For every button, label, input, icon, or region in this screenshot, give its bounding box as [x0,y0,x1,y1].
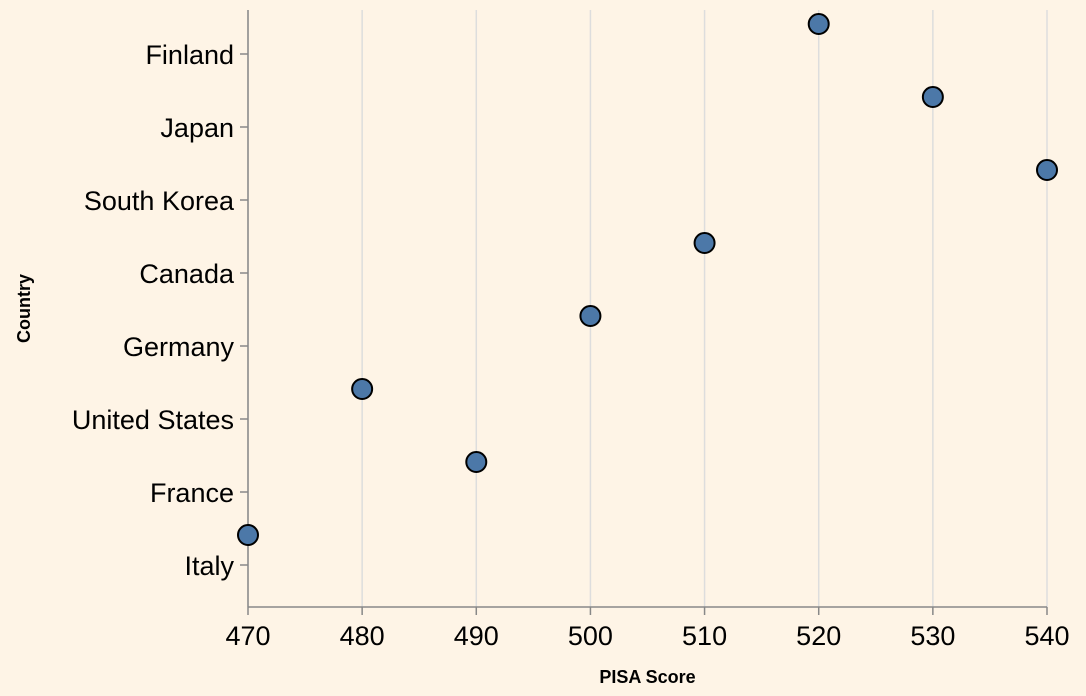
y-tick-label: France [150,478,234,508]
data-point [579,305,602,327]
y-tick-label: Canada [139,259,235,289]
y-tick-label: United States [72,405,234,435]
x-tick-label: 480 [340,621,385,651]
y-tick-label: Italy [184,551,234,581]
y-tick-label: Finland [145,40,234,70]
data-points [237,13,1058,546]
data-point [693,232,716,254]
x-tick-label: 520 [796,621,841,651]
y-tick-label: Germany [123,332,235,362]
x-tick-label: 510 [682,621,727,651]
data-point [1036,159,1058,181]
data-point [921,86,944,108]
x-tick-label: 530 [910,621,955,651]
axes: 470 480 490 500 510 520 530 540 Finland Japan Sout… [72,10,1070,651]
data-point [465,451,488,473]
x-tick-label: 540 [1024,621,1069,651]
y-axis-title: Country [14,274,34,343]
y-tick-label: Japan [160,113,234,143]
y-tick-label: South Korea [84,186,235,216]
x-tick-label: 470 [225,621,270,651]
x-axis-title: PISA Score [599,667,695,687]
data-point [237,524,259,546]
x-tick-label: 500 [568,621,613,651]
x-tick-label: 490 [454,621,499,651]
data-point [807,13,830,35]
data-point [351,378,374,400]
